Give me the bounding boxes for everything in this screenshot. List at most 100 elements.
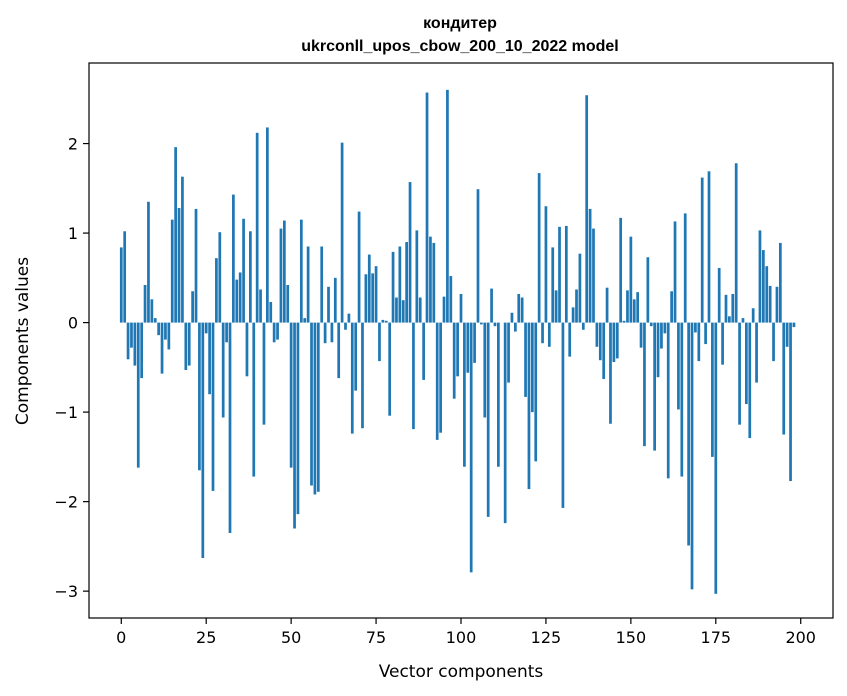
bar-156 bbox=[649, 322, 653, 327]
bar-135 bbox=[578, 253, 582, 323]
bar-7 bbox=[143, 285, 147, 323]
bar-148 bbox=[622, 320, 626, 323]
bar-65 bbox=[340, 142, 344, 323]
bar-43 bbox=[266, 127, 269, 323]
bar-57 bbox=[313, 322, 317, 495]
bar-118 bbox=[520, 297, 524, 323]
bar-39 bbox=[252, 322, 256, 477]
bar-189 bbox=[762, 250, 765, 323]
bar-169 bbox=[694, 322, 697, 333]
bar-128 bbox=[554, 290, 558, 323]
x-tick-label: 125 bbox=[531, 628, 562, 647]
bar-36 bbox=[242, 218, 245, 323]
bar-92 bbox=[432, 242, 436, 323]
bar-188 bbox=[758, 230, 762, 323]
x-tick-label: 25 bbox=[196, 628, 216, 647]
bar-46 bbox=[276, 322, 279, 340]
y-axis-label: Components values bbox=[13, 257, 33, 425]
bar-50 bbox=[289, 322, 293, 468]
bar-110 bbox=[493, 322, 497, 327]
bar-22 bbox=[194, 208, 198, 323]
bar-98 bbox=[452, 322, 456, 399]
y-tick-label: 1 bbox=[68, 224, 78, 243]
bar-59 bbox=[320, 246, 324, 323]
y-tick-label: 0 bbox=[68, 314, 78, 333]
bar-150 bbox=[629, 236, 633, 323]
bar-171 bbox=[700, 177, 704, 323]
bar-104 bbox=[473, 322, 476, 363]
bar-3 bbox=[130, 322, 133, 348]
bar-144 bbox=[609, 322, 612, 424]
bar-15 bbox=[170, 219, 174, 323]
bar-176 bbox=[717, 267, 721, 323]
bar-30 bbox=[221, 322, 225, 418]
bar-66 bbox=[344, 322, 347, 330]
bar-181 bbox=[734, 163, 738, 323]
bar-90 bbox=[425, 92, 429, 323]
bar-1 bbox=[123, 231, 127, 323]
bar-77 bbox=[381, 319, 385, 323]
bar-34 bbox=[235, 279, 239, 323]
bar-114 bbox=[507, 322, 510, 383]
bar-162 bbox=[670, 291, 673, 323]
y-tick-label: −1 bbox=[54, 403, 78, 422]
bar-177 bbox=[721, 322, 724, 365]
bar-8 bbox=[147, 201, 150, 323]
x-tick-label: 0 bbox=[116, 628, 126, 647]
bar-182 bbox=[738, 322, 741, 425]
bar-53 bbox=[299, 219, 303, 323]
bar-14 bbox=[167, 322, 171, 350]
bar-168 bbox=[690, 322, 694, 590]
bar-64 bbox=[337, 322, 341, 379]
bar-75 bbox=[374, 266, 378, 323]
chart-title-line-1: кондитер bbox=[423, 15, 497, 32]
bar-146 bbox=[615, 322, 619, 359]
x-axis-ticks: 0 25 50 75 100 125 150 175 200 bbox=[116, 618, 816, 647]
bar-25 bbox=[204, 322, 208, 334]
bar-126 bbox=[547, 322, 551, 347]
bar-10 bbox=[153, 318, 157, 323]
bar-96 bbox=[446, 89, 449, 323]
bar-11 bbox=[157, 322, 160, 336]
bar-73 bbox=[367, 254, 371, 323]
bar-172 bbox=[704, 322, 707, 345]
bar-164 bbox=[677, 322, 680, 410]
bar-31 bbox=[225, 322, 228, 343]
bar-125 bbox=[544, 206, 548, 323]
bar-155 bbox=[646, 257, 650, 323]
bar-190 bbox=[765, 266, 769, 323]
bar-101 bbox=[463, 322, 466, 467]
bar-134 bbox=[575, 289, 578, 323]
bar-13 bbox=[164, 322, 167, 340]
bar-178 bbox=[724, 294, 728, 323]
bar-76 bbox=[378, 322, 381, 362]
bar-121 bbox=[530, 322, 534, 413]
bar-161 bbox=[666, 322, 670, 479]
bar-47 bbox=[279, 228, 283, 323]
bar-194 bbox=[778, 242, 782, 323]
x-tick-label: 75 bbox=[366, 628, 386, 647]
bar-6 bbox=[140, 322, 144, 379]
bar-136 bbox=[581, 322, 585, 330]
bar-139 bbox=[592, 228, 595, 323]
bar-69 bbox=[354, 322, 358, 391]
bar-58 bbox=[316, 322, 320, 492]
bar-163 bbox=[673, 221, 677, 323]
bar-79 bbox=[388, 322, 392, 416]
bar-197 bbox=[789, 322, 792, 482]
bar-87 bbox=[415, 230, 419, 323]
x-axis-label: Vector components bbox=[379, 662, 544, 682]
bar-16 bbox=[174, 147, 177, 323]
bar-100 bbox=[459, 293, 463, 323]
bar-54 bbox=[303, 318, 307, 323]
bar-26 bbox=[208, 322, 211, 395]
bar-84 bbox=[405, 242, 408, 323]
bar-17 bbox=[177, 208, 181, 323]
bar-143 bbox=[605, 287, 609, 323]
bar-113 bbox=[503, 322, 507, 524]
bar-186 bbox=[751, 308, 755, 323]
bar-89 bbox=[422, 322, 425, 380]
bar-32 bbox=[228, 322, 232, 533]
bar-series bbox=[119, 89, 796, 594]
bar-106 bbox=[480, 322, 483, 325]
